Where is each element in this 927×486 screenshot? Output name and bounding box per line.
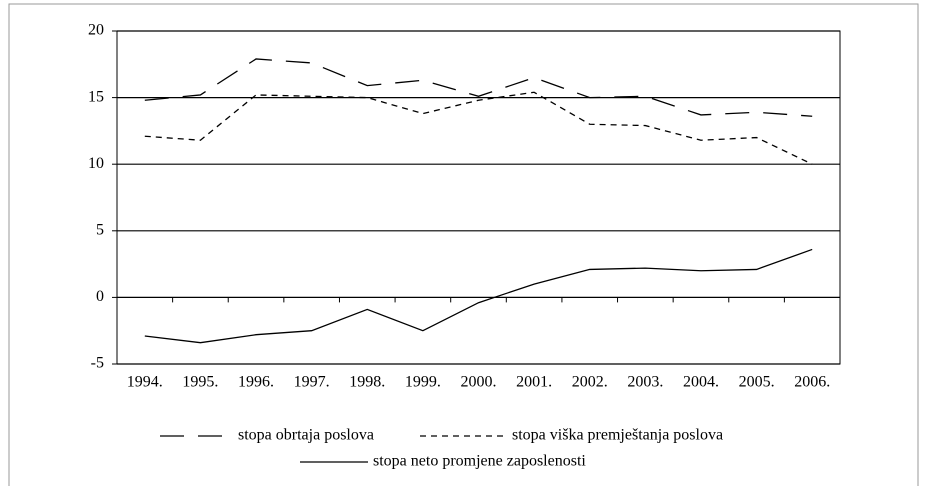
- legend-label: stopa viška premještanja poslova: [512, 427, 723, 444]
- line-series: [144, 58, 813, 117]
- x-tick-label: 2006.: [794, 374, 830, 391]
- x-tick-label: 1996.: [238, 374, 274, 391]
- x-tick-label: 2002.: [572, 374, 608, 391]
- legend-label: stopa obrtaja poslova: [238, 427, 374, 444]
- line-series: [144, 248, 813, 344]
- x-tick-label: 2005.: [739, 374, 775, 391]
- y-tick-label: 5: [96, 221, 104, 238]
- y-tick-label: 15: [88, 88, 104, 105]
- y-tick-label: -5: [91, 355, 104, 372]
- outer-frame: [8, 3, 919, 486]
- x-tick-label: 1997.: [294, 374, 330, 391]
- x-tick-label: 2001.: [516, 374, 552, 391]
- x-tick-label: 1994.: [127, 374, 163, 391]
- legend-label: stopa neto promjene zaposlenosti: [373, 453, 586, 470]
- y-tick-label: 0: [96, 288, 104, 305]
- x-tick-label: 1999.: [405, 374, 441, 391]
- line-series: [144, 91, 813, 165]
- x-tick-label: 1998.: [349, 374, 385, 391]
- y-tick-label: 10: [88, 155, 104, 172]
- x-tick-label: 2004.: [683, 374, 719, 391]
- x-tick-label: 2003.: [627, 374, 663, 391]
- x-tick-label: 1995.: [182, 374, 218, 391]
- x-tick-label: 2000.: [461, 374, 497, 391]
- y-tick-label: 20: [88, 22, 104, 39]
